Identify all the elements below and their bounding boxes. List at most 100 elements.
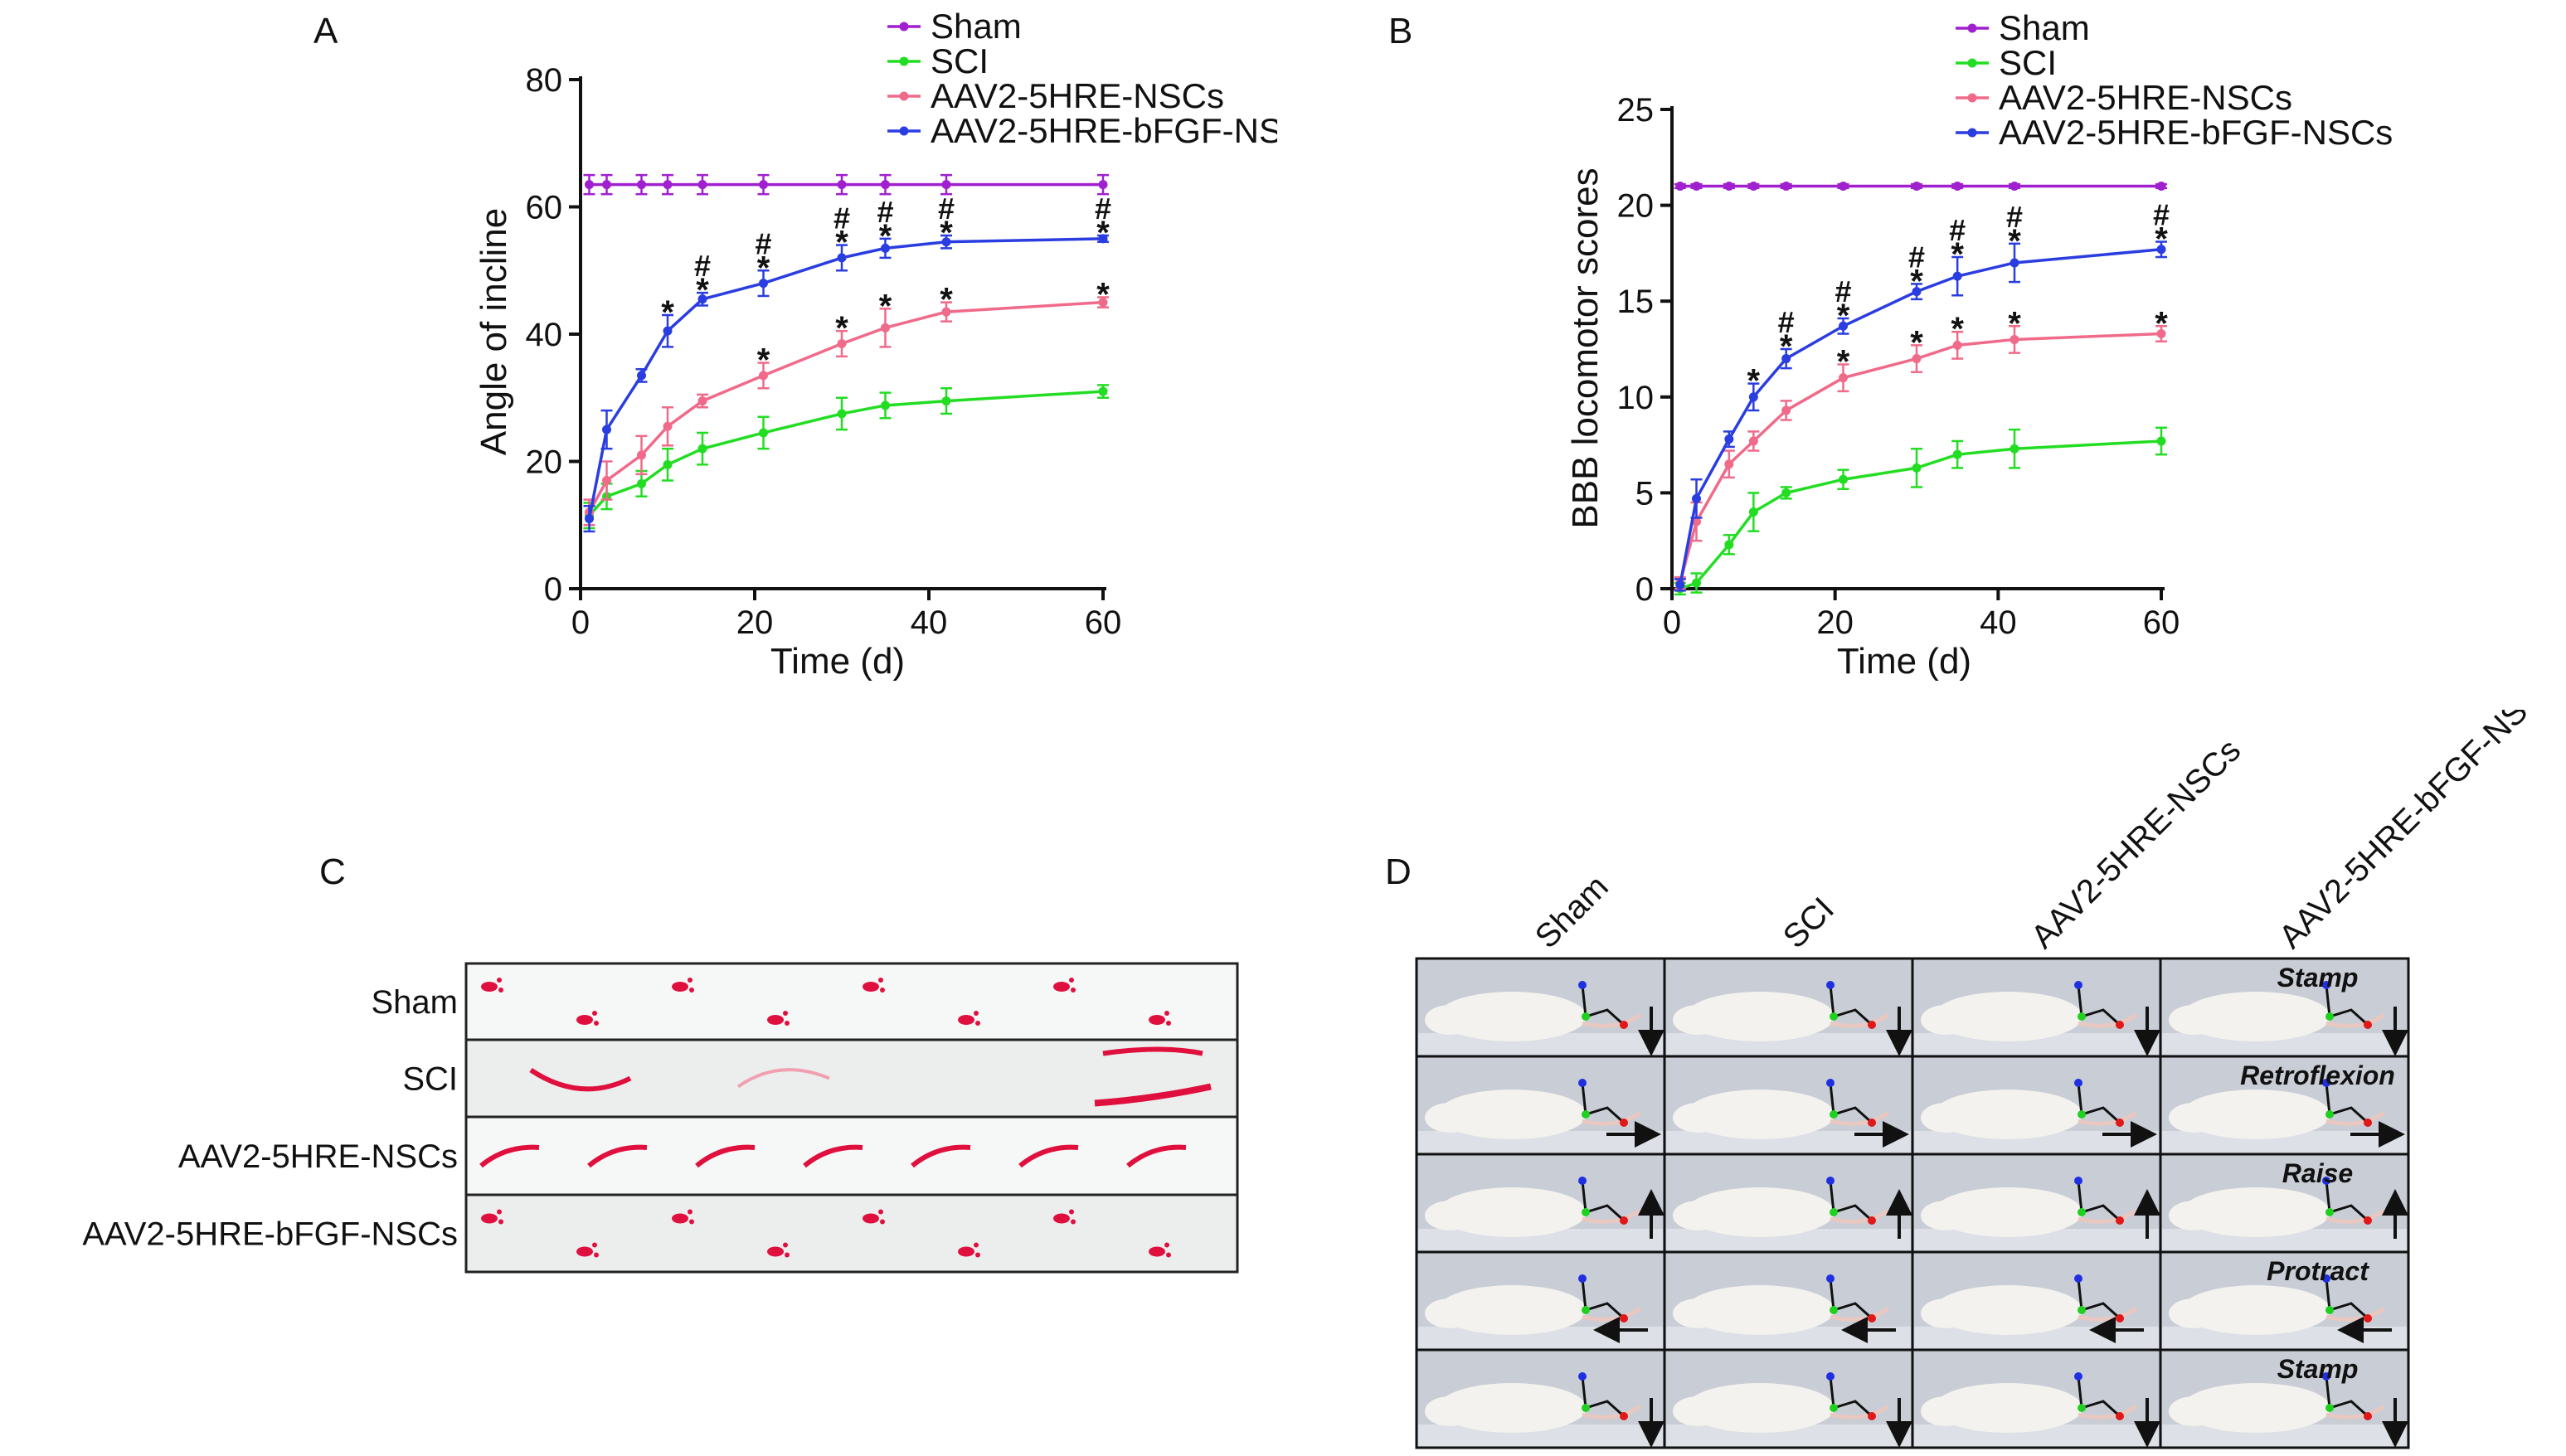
paw-toe [1071,988,1076,993]
knee-marker [1830,1404,1838,1412]
rat-head [1921,1103,1971,1133]
footprint-row: SCI [402,1038,1239,1119]
gait-cell [1415,1055,1666,1156]
data-point [1675,181,1685,191]
knee-marker [1830,1012,1838,1021]
data-point [1839,321,1848,331]
ankle-marker [1620,1314,1628,1323]
rat-body [2181,1383,2330,1433]
significance-star: * [1780,328,1793,365]
data-point [602,476,611,486]
hip-marker [1578,1372,1587,1381]
data-point [2010,258,2019,268]
paw-print [672,1213,688,1224]
significance-hash: # [1908,240,1925,274]
paw-print [863,1213,879,1224]
y-tick-label: 40 [526,317,563,353]
rat-head [1673,1396,1723,1426]
paw-print [576,1246,593,1257]
data-point [759,279,768,289]
hip-marker [1826,1274,1835,1283]
rat-body [1437,1187,1587,1237]
gait-cell: Stamp [2159,1348,2410,1449]
significance-star: * [1837,298,1850,334]
x-axis-label-b: Time (d) [1837,641,1971,682]
data-point [941,237,951,247]
joint-skeleton [1829,1180,1873,1222]
legend-marker [899,22,909,32]
data-point [697,444,707,454]
data-point [1952,271,1962,281]
significance-marks: **#*#*#*#*#*#***** [1747,198,2170,400]
drag-trace [736,1068,830,1089]
joint-skeleton [1581,1278,1626,1320]
hip-marker [2074,1177,2082,1185]
paw-toe [498,988,503,993]
data-point [1098,386,1108,396]
paw-toe [880,988,885,993]
ankle-marker [2116,1216,2124,1225]
data-point [1912,287,1922,297]
rat-tail [1582,1012,1642,1028]
joint-skeleton [2325,1082,2369,1124]
paw-toe [974,1011,979,1016]
legend-label: AAV2-5HRE-bFGF-NSCs [1999,113,2393,152]
data-point [2010,444,2019,454]
data-point [941,180,951,190]
ankle-marker [1868,1412,1876,1420]
hip-marker [1826,1372,1835,1381]
paw-print [1149,1015,1165,1025]
data-point [1781,354,1791,364]
significance-star: * [757,250,770,286]
series-1 [1674,426,2167,596]
joint-skeleton [2077,1082,2121,1124]
data-point [637,478,646,488]
gait-cell: Raise [2159,1153,2410,1254]
knee-marker [2078,1110,2086,1119]
joint-skeleton [1581,984,1626,1026]
drag-trace [695,1144,756,1168]
significance-star: * [696,272,709,308]
footprint-strip [464,1193,1239,1274]
joint-skeleton [1829,1082,1873,1124]
gait-cell [1663,1348,1914,1449]
data-point [602,425,611,434]
data-point [1839,474,1848,484]
rat-tail [2325,1208,2386,1224]
joint-skeleton [1581,1082,1626,1124]
data-point [1692,517,1701,527]
significance-star: * [940,215,953,251]
legend-label: Sham [931,7,1022,46]
paw-toe [1164,1242,1169,1248]
drag-trace [529,1068,632,1092]
ankle-marker [1868,1021,1876,1029]
ankle-marker [1868,1314,1876,1323]
drag-trace [1126,1144,1187,1168]
y-tick-label: 25 [1617,92,1655,129]
data-point [1912,181,1922,191]
data-point [1098,298,1108,308]
gait-cell [1415,1153,1666,1254]
gait-cell [1911,1153,2162,1254]
footprint-panel: C Sham SCI AAV2-5HRE-NSCs AAV2-5HRE-bFGF-NS… [82,852,1239,1274]
significance-hash: # [2153,198,2170,232]
gait-cell [1663,1055,1914,1156]
gait-cell [1911,957,2162,1058]
x-tick-label: 40 [911,604,948,641]
data-point [637,180,646,190]
knee-marker [1582,1404,1590,1412]
data-point [1724,181,1734,191]
hip-marker [2322,1177,2330,1185]
gait-column-label: AAV2-5HRE-bFGF-NSCs [2272,710,2564,955]
joint-skeleton [2325,984,2369,1026]
significance-star: * [757,342,770,379]
rat-tail [1830,1012,1890,1028]
paw-toe [592,1242,597,1248]
gait-cell [1663,1250,1914,1352]
legend-marker [899,56,909,66]
knee-marker [1582,1110,1590,1119]
data-point [941,307,951,317]
hip-marker [2074,1372,2082,1381]
data-point [1748,436,1758,446]
